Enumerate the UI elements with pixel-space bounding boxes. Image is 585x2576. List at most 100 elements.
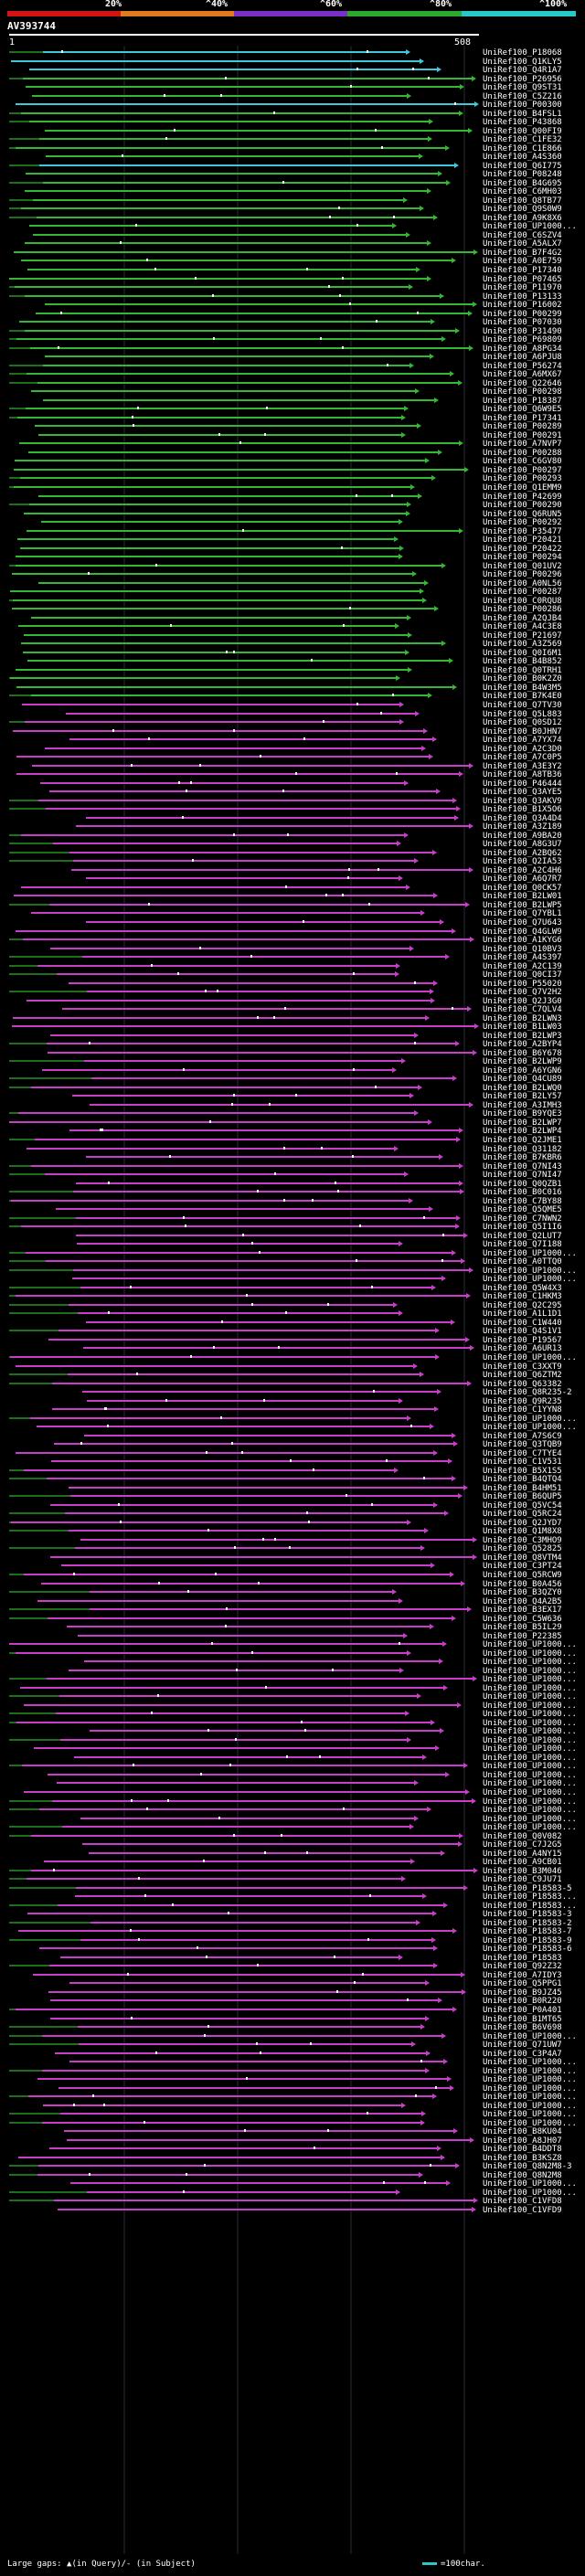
hit-row[interactable]: UniRef100_UP1000... xyxy=(90,1727,577,1736)
hit-row[interactable]: UniRef100_B7KBR6 xyxy=(86,1153,562,1162)
hit-row[interactable]: UniRef100_Q2JYD7 xyxy=(9,1519,562,1528)
hit-label[interactable]: UniRef100_B0R220 xyxy=(483,1997,562,2006)
hit-label[interactable]: UniRef100_C3P4A7 xyxy=(483,2050,562,2059)
hit-row[interactable]: UniRef100_Q3AKV9 xyxy=(9,797,562,806)
hit-row[interactable]: UniRef100_Q0I6M1 xyxy=(23,649,562,658)
hit-label[interactable]: UniRef100_Q2IA53 xyxy=(483,857,562,866)
hit-row[interactable]: UniRef100_Q6ZTM2 xyxy=(9,1371,562,1380)
hit-label[interactable]: UniRef100_B2LWP4 xyxy=(483,1127,562,1136)
hit-label[interactable]: UniRef100_Q9ST31 xyxy=(483,83,562,92)
hit-row[interactable]: UniRef100_UP1000... xyxy=(9,1675,577,1684)
hit-row[interactable]: UniRef100_Q71UW7 xyxy=(9,2041,562,2050)
hit-label[interactable]: UniRef100_A4C3E8 xyxy=(483,622,562,631)
hit-row[interactable]: UniRef100_UP1000... xyxy=(37,1423,577,1432)
hit-label[interactable]: UniRef100_A2C3D0 xyxy=(483,745,562,754)
hit-row[interactable]: UniRef100_P00289 xyxy=(35,422,562,431)
hit-label[interactable]: UniRef100_C3PT24 xyxy=(483,1562,562,1571)
hit-row[interactable]: UniRef100_Q8N2M8-3 xyxy=(9,2162,572,2171)
hit-row[interactable]: UniRef100_P0A401 xyxy=(9,2006,562,2015)
hit-label[interactable]: UniRef100_UP1000... xyxy=(483,1744,577,1754)
hit-label[interactable]: UniRef100_UP1000... xyxy=(483,2102,577,2111)
hit-row[interactable]: UniRef100_B6Y678 xyxy=(48,1049,562,1058)
hit-row[interactable]: UniRef100_Q92Z32 xyxy=(9,1962,562,1971)
hit-label[interactable]: UniRef100_Q6W9E5 xyxy=(483,405,562,414)
hit-row[interactable]: UniRef100_B3KSZ8 xyxy=(18,2154,562,2163)
hit-row[interactable]: UniRef100_A2BQ62 xyxy=(9,849,562,858)
hit-row[interactable]: UniRef100_Q10BV3 xyxy=(50,945,562,954)
hit-label[interactable]: UniRef100_UP1000... xyxy=(483,1710,577,1719)
hit-label[interactable]: UniRef100_UP1000... xyxy=(483,1754,577,1763)
hit-row[interactable]: UniRef100_C1W440 xyxy=(86,1319,562,1328)
hit-row[interactable]: UniRef100_Q63382 xyxy=(9,1380,562,1389)
hit-label[interactable]: UniRef100_P00287 xyxy=(483,588,562,597)
hit-row[interactable]: UniRef100_A8JH07 xyxy=(67,2136,562,2146)
hit-label[interactable]: UniRef100_B4B852 xyxy=(483,657,562,666)
hit-row[interactable]: UniRef100_P18583-6 xyxy=(39,1945,572,1954)
hit-row[interactable]: UniRef100_A2BYP4 xyxy=(9,1040,562,1049)
hit-label[interactable]: UniRef100_C1W440 xyxy=(483,1319,562,1328)
hit-label[interactable]: UniRef100_P55020 xyxy=(483,980,562,989)
hit-row[interactable]: UniRef100_Q52825 xyxy=(9,1544,562,1553)
hit-label[interactable]: UniRef100_Q5RCW9 xyxy=(483,1571,562,1580)
hit-row[interactable]: UniRef100_UP1000... xyxy=(9,2067,577,2076)
hit-label[interactable]: UniRef100_Q7YBL1 xyxy=(483,909,562,918)
hit-row[interactable]: UniRef100_Q5RC24 xyxy=(9,1510,562,1519)
hit-label[interactable]: UniRef100_A9BA20 xyxy=(483,832,562,841)
hit-row[interactable]: UniRef100_Q01UV2 xyxy=(9,562,562,571)
hit-row[interactable]: UniRef100_P18583 xyxy=(60,1954,562,1963)
hit-label[interactable]: UniRef100_B7F4G2 xyxy=(483,249,562,258)
hit-row[interactable]: UniRef100_B4DDT8 xyxy=(49,2145,562,2154)
hit-label[interactable]: UniRef100_B1MT65 xyxy=(483,2015,562,2024)
hit-row[interactable]: UniRef100_P00298 xyxy=(31,387,562,397)
hit-label[interactable]: UniRef100_Q1M8X8 xyxy=(483,1527,562,1536)
hit-row[interactable]: UniRef100_A2QJB4 xyxy=(31,614,562,623)
hit-label[interactable]: UniRef100_A6Q7R7 xyxy=(483,875,562,884)
hit-row[interactable]: UniRef100_P00299 xyxy=(36,310,562,319)
hit-row[interactable]: UniRef100_B2LWN3 xyxy=(13,1014,562,1023)
hit-label[interactable]: UniRef100_P11970 xyxy=(483,283,562,292)
hit-label[interactable]: UniRef100_Q3TQB9 xyxy=(483,1440,562,1449)
hit-row[interactable]: UniRef100_C1VFD9 xyxy=(58,2206,562,2215)
hit-label[interactable]: UniRef100_Q5PPG1 xyxy=(483,1979,562,1988)
hit-row[interactable]: UniRef100_B4QTQ4 xyxy=(9,1475,562,1484)
hit-label[interactable]: UniRef100_C5W636 xyxy=(483,1615,562,1624)
hit-label[interactable]: UniRef100_P00298 xyxy=(483,387,562,397)
hit-label[interactable]: UniRef100_UP1000... xyxy=(483,2032,577,2041)
hit-row[interactable]: UniRef100_P21697 xyxy=(24,631,562,641)
hit-label[interactable]: UniRef100_Q0CI37 xyxy=(483,970,562,980)
hit-label[interactable]: UniRef100_Q9S0W9 xyxy=(483,205,562,214)
hit-label[interactable]: UniRef100_P07465 xyxy=(483,275,562,284)
hit-row[interactable]: UniRef100_Q0CK57 xyxy=(21,884,562,893)
hit-label[interactable]: UniRef100_Q2C295 xyxy=(483,1301,562,1310)
hit-row[interactable]: UniRef100_A8G3U7 xyxy=(9,840,562,849)
hit-label[interactable]: UniRef100_P18387 xyxy=(483,397,562,406)
hit-row[interactable]: UniRef100_UP1000... xyxy=(9,1823,577,1832)
hit-row[interactable]: UniRef100_C1HKM3 xyxy=(9,1292,562,1301)
hit-row[interactable]: UniRef100_Q6RUN5 xyxy=(24,510,562,519)
hit-label[interactable]: UniRef100_B7K4E0 xyxy=(483,692,562,701)
hit-row[interactable]: UniRef100_Q5W4X3 xyxy=(9,1284,562,1293)
hit-label[interactable]: UniRef100_P13133 xyxy=(483,292,562,302)
hit-row[interactable]: UniRef100_B3M046 xyxy=(9,1867,562,1876)
hit-row[interactable]: UniRef100_Q6W9E5 xyxy=(9,405,562,414)
hit-label[interactable]: UniRef100_UP1000... xyxy=(483,1649,577,1659)
hit-label[interactable]: UniRef100_Q4S1V1 xyxy=(483,1327,562,1336)
hit-label[interactable]: UniRef100_B2LWQ0 xyxy=(483,1084,562,1093)
hit-row[interactable]: UniRef100_A1L1D1 xyxy=(9,1309,562,1319)
hit-label[interactable]: UniRef100_A8JH07 xyxy=(483,2136,562,2146)
hit-label[interactable]: UniRef100_B3EX17 xyxy=(483,1606,562,1615)
hit-row[interactable]: UniRef100_A4S360 xyxy=(46,153,562,162)
hit-row[interactable]: UniRef100_B4G695 xyxy=(9,179,562,188)
hit-label[interactable]: UniRef100_UP1000... xyxy=(483,1736,577,1745)
hit-row[interactable]: UniRef100_C1VFD8 xyxy=(9,2197,562,2206)
hit-label[interactable]: UniRef100_C7BY88 xyxy=(483,1197,562,1206)
hit-row[interactable]: UniRef100_UP1000... xyxy=(9,2119,577,2128)
hit-row[interactable]: UniRef100_UP1000... xyxy=(24,1788,577,1797)
hit-label[interactable]: UniRef100_Q7U643 xyxy=(483,918,562,928)
hit-row[interactable]: UniRef100_C9JU71 xyxy=(9,1875,562,1884)
hit-label[interactable]: UniRef100_UP1000... xyxy=(483,1806,577,1815)
hit-row[interactable]: UniRef100_Q0QZB1 xyxy=(76,1180,562,1189)
hit-label[interactable]: UniRef100_B1X5O6 xyxy=(483,805,562,814)
hit-row[interactable]: UniRef100_Q31182 xyxy=(27,1145,562,1154)
hit-row[interactable]: UniRef100_UP1000... xyxy=(20,1684,577,1693)
